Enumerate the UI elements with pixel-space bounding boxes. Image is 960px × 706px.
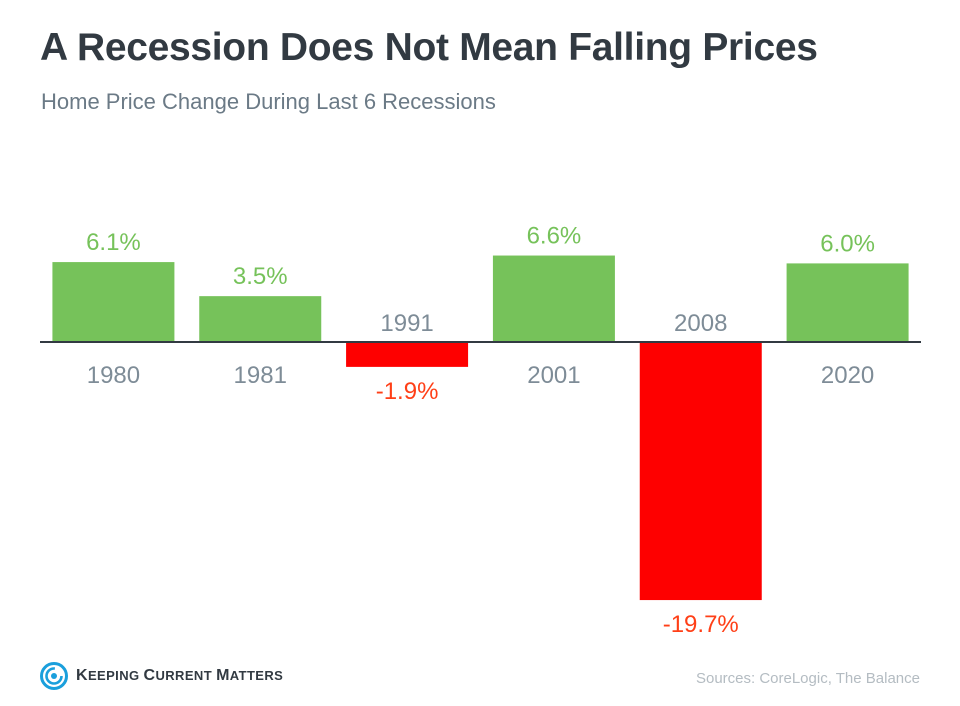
bar-1981 — [199, 296, 322, 342]
labels-group: 6.1% 1980 3.5% 1981 -1.9% 1991 6.6% 2001 -19.7% 2… — [86, 223, 875, 639]
bar-1980 — [52, 262, 175, 342]
chart-title: A Recession Does Not Mean Falling Prices — [40, 26, 818, 69]
bars-group — [52, 255, 909, 601]
company-logo: KEEPING CURRENT MATTERS — [40, 662, 283, 690]
value-label-2008: -19.7% — [663, 611, 739, 638]
bar-2020 — [786, 263, 909, 342]
value-label-1980: 6.1% — [86, 229, 141, 256]
category-label-2008: 2008 — [674, 310, 727, 337]
value-label-1981: 3.5% — [233, 263, 288, 290]
bar-2008 — [639, 342, 762, 601]
chart-subtitle: Home Price Change During Last 6 Recessio… — [41, 89, 496, 114]
category-label-2001: 2001 — [527, 362, 580, 389]
category-label-2020: 2020 — [821, 362, 874, 389]
category-label-1980: 1980 — [87, 362, 140, 389]
bar-2001 — [492, 255, 615, 342]
sources-note: Sources: CoreLogic, The Balance — [695, 670, 920, 687]
logo-wordmark: KEEPING CURRENT MATTERS — [76, 667, 284, 684]
category-label-1991: 1991 — [380, 310, 433, 337]
value-label-2020: 6.0% — [820, 230, 875, 257]
value-label-2001: 6.6% — [527, 223, 582, 250]
kcm-swirl-logo-icon — [40, 662, 68, 690]
bar-1991 — [346, 342, 469, 367]
category-label-1981: 1981 — [234, 362, 287, 389]
value-label-1991: -1.9% — [376, 378, 439, 405]
